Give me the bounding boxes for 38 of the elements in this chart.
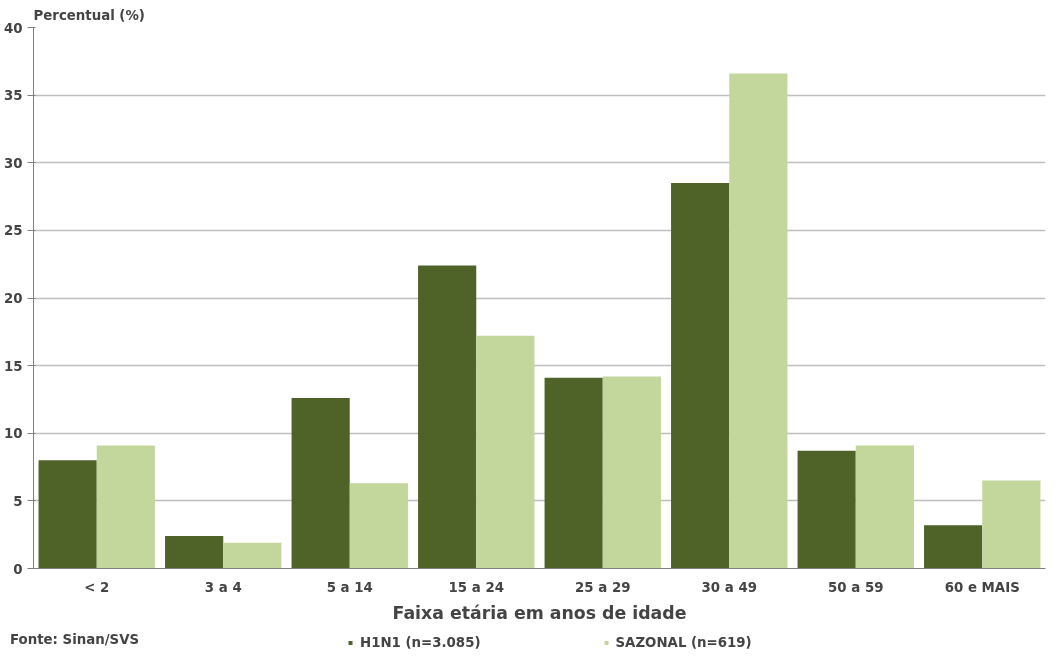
legend-label: H1N1 (n=3.085) bbox=[360, 634, 481, 650]
bar bbox=[418, 265, 477, 569]
y-tick-label: 0 bbox=[13, 561, 23, 577]
y-tick-label: 10 bbox=[3, 426, 23, 442]
bar bbox=[982, 480, 1041, 569]
legend-label: SAZONAL (n=619) bbox=[615, 634, 752, 650]
x-tick-label: < 2 bbox=[84, 579, 110, 595]
bar bbox=[165, 536, 224, 569]
bar bbox=[38, 460, 97, 569]
bar bbox=[855, 445, 914, 569]
x-tick-label: 3 a 4 bbox=[204, 579, 242, 595]
bar bbox=[924, 525, 983, 569]
bar bbox=[291, 398, 350, 569]
x-tick-label: 25 a 29 bbox=[575, 579, 631, 595]
bar bbox=[544, 377, 603, 569]
y-tick-label: 15 bbox=[3, 358, 23, 374]
bar bbox=[729, 73, 788, 569]
bar bbox=[96, 445, 155, 569]
x-tick-label: 30 a 49 bbox=[701, 579, 757, 595]
y-tick-label: 5 bbox=[13, 493, 23, 509]
bar bbox=[671, 183, 730, 569]
x-tick-label: 50 a 59 bbox=[828, 579, 884, 595]
x-tick-label: 60 e MAIS bbox=[944, 579, 1020, 595]
bar bbox=[349, 483, 408, 569]
y-tick-label: 40 bbox=[3, 20, 23, 36]
bar bbox=[797, 450, 856, 569]
x-tick-label: 5 a 14 bbox=[326, 579, 373, 595]
bar bbox=[602, 376, 661, 569]
y-axis-title: Percentual (%) bbox=[33, 7, 145, 23]
y-tick-label: 35 bbox=[3, 88, 23, 104]
bar bbox=[476, 335, 535, 569]
y-tick-label: 25 bbox=[3, 223, 23, 239]
bar bbox=[223, 542, 282, 569]
x-axis-title: Faixa etária em anos de idade bbox=[392, 602, 687, 623]
x-tick-label: 15 a 24 bbox=[448, 579, 504, 595]
y-tick-label: 30 bbox=[3, 155, 23, 171]
source-note: Fonte: Sinan/SVS bbox=[10, 631, 140, 649]
y-tick-label: 20 bbox=[3, 291, 23, 306]
